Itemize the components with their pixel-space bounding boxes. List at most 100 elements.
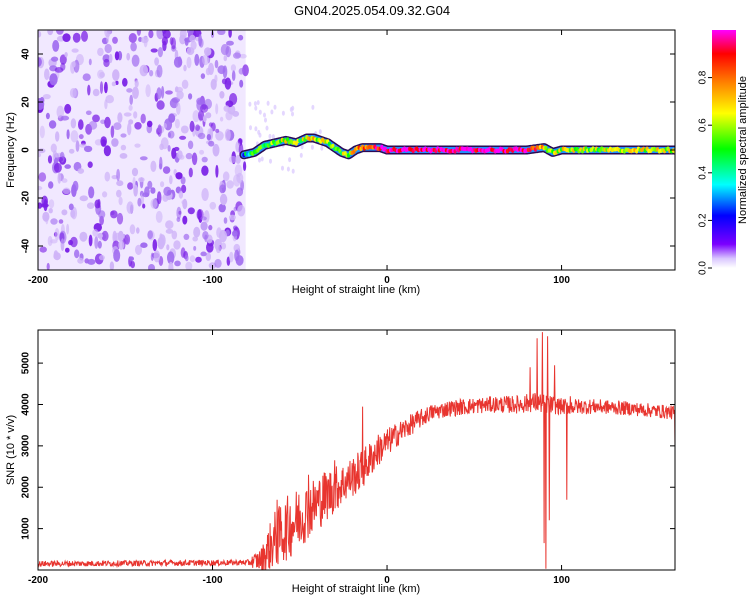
noise-cell <box>86 202 95 209</box>
y-tick-label: 1000 <box>21 517 32 540</box>
noise-cell <box>208 224 213 231</box>
noise-cell <box>99 81 104 94</box>
noise-cell <box>38 148 46 154</box>
noise-cell <box>126 52 131 61</box>
noise-cell <box>238 34 244 41</box>
noise-cell <box>235 154 241 164</box>
noise-cell <box>203 210 210 223</box>
noise-cell <box>201 165 209 176</box>
noise-cell <box>231 230 238 237</box>
noise-cell <box>165 90 173 95</box>
x-tick-label: 0 <box>384 275 390 286</box>
noise-cell <box>150 160 157 172</box>
noise-cell <box>94 199 101 209</box>
colorbar-label: Normalized spectral amplitude <box>737 76 749 224</box>
noise-cell <box>152 239 158 252</box>
noise-cell <box>189 34 196 43</box>
noise-cell <box>228 30 232 38</box>
noise-cell <box>154 57 160 66</box>
noise-cell <box>223 55 228 62</box>
noise-cell <box>156 64 163 78</box>
snr-x-label: Height of straight line (km) <box>292 583 420 595</box>
noise-cell <box>112 69 120 81</box>
noise-cell <box>194 53 200 66</box>
noise-cell <box>159 156 163 170</box>
noise-cell <box>148 264 155 270</box>
noise-cell <box>191 152 198 166</box>
noise-cell <box>187 30 194 35</box>
noise-cell <box>103 145 111 157</box>
noise-cell <box>119 153 128 159</box>
noise-cell <box>53 162 62 173</box>
noise-cell <box>47 30 54 36</box>
noise-cell <box>189 120 195 132</box>
noise-cell <box>44 68 50 81</box>
noise-cell <box>208 62 214 75</box>
noise-cell <box>157 47 163 58</box>
noise-cell <box>288 157 292 163</box>
noise-cell <box>135 244 142 255</box>
noise-cell <box>85 110 92 116</box>
noise-cell <box>223 105 230 112</box>
y-tick-label: 40 <box>21 48 32 60</box>
noise-cell <box>145 84 151 98</box>
noise-cell <box>175 172 183 180</box>
noise-cell <box>169 175 173 185</box>
noise-cell <box>128 104 133 111</box>
noise-cell <box>171 147 177 159</box>
noise-cell <box>102 191 108 198</box>
noise-cell <box>70 118 77 129</box>
noise-cell <box>128 33 137 43</box>
noise-cell <box>51 56 59 62</box>
colorbar-tick-label: 0.2 <box>698 213 709 227</box>
noise-cell <box>132 86 139 99</box>
noise-cell <box>254 105 258 111</box>
noise-cell <box>174 86 179 93</box>
noise-cell <box>38 202 43 209</box>
noise-cell <box>201 188 209 201</box>
noise-cell <box>70 209 76 218</box>
spectrogram-x-ticks: -200 -100 0 100 <box>28 30 570 286</box>
noise-cell <box>223 217 228 224</box>
noise-cell <box>195 256 202 263</box>
noise-cell <box>103 58 110 68</box>
noise-cell <box>59 54 67 65</box>
noise-cell <box>140 242 148 248</box>
noise-cell <box>231 70 236 81</box>
noise-cell <box>208 140 215 147</box>
noise-cell <box>192 110 200 123</box>
noise-cell <box>50 218 58 225</box>
snr-x-ticks: -200 -100 0 100 <box>28 330 570 586</box>
noise-cell <box>310 144 314 150</box>
noise-cell <box>110 125 115 138</box>
noise-cell <box>177 150 183 160</box>
noise-cell <box>157 124 162 137</box>
ridge-cell <box>331 143 335 149</box>
noise-cell <box>134 143 141 148</box>
noise-cell <box>150 198 158 209</box>
noise-cell <box>117 230 124 242</box>
noise-cell <box>186 47 195 55</box>
noise-cell <box>238 68 245 75</box>
noise-cell <box>198 110 205 121</box>
noise-cell <box>173 240 181 250</box>
noise-cell <box>38 185 43 191</box>
noise-cell <box>75 140 80 152</box>
noise-cell <box>38 30 42 38</box>
noise-cell <box>263 112 266 118</box>
noise-cell <box>217 30 226 35</box>
noise-cell <box>46 262 50 270</box>
noise-cell <box>214 258 222 268</box>
noise-cell <box>77 257 84 264</box>
noise-cell <box>104 43 112 54</box>
noise-cell <box>214 59 219 69</box>
noise-cell <box>219 184 227 194</box>
noise-cell <box>126 201 134 214</box>
y-tick-label: 20 <box>21 96 32 108</box>
noise-cell <box>230 64 236 72</box>
noise-cell <box>209 201 217 210</box>
noise-cell <box>165 220 174 230</box>
noise-cell <box>291 168 295 174</box>
noise-cell <box>58 219 64 224</box>
noise-cell <box>98 210 106 219</box>
